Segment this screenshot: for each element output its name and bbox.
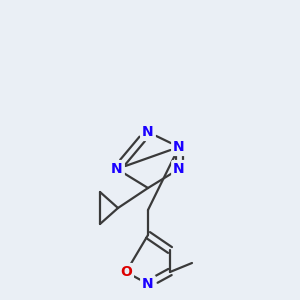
- Text: N: N: [173, 162, 185, 176]
- Text: N: N: [173, 140, 185, 154]
- Text: O: O: [120, 265, 132, 279]
- Text: N: N: [142, 125, 154, 139]
- Text: N: N: [111, 162, 123, 176]
- Text: N: N: [142, 277, 154, 291]
